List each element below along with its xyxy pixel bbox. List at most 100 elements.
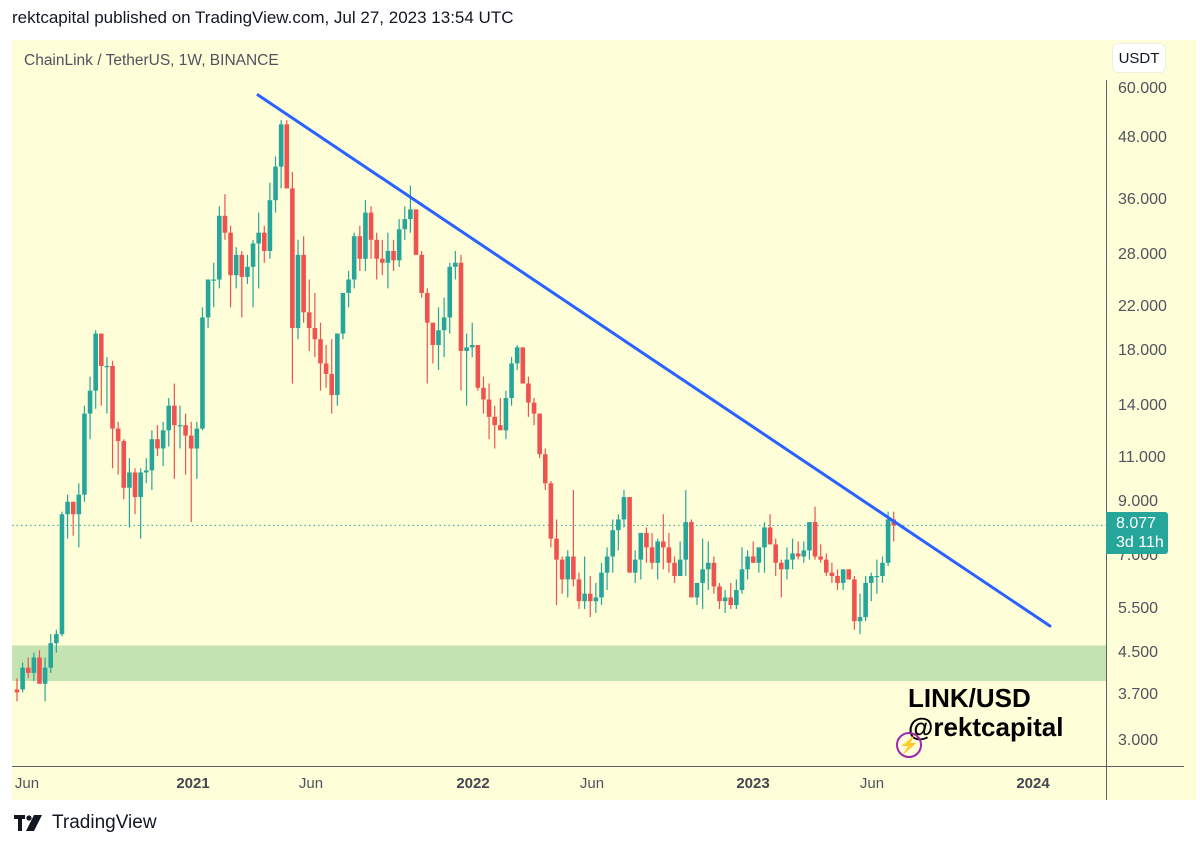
candle-body (458, 262, 464, 351)
candle-body (616, 519, 621, 531)
candle-body (666, 547, 672, 563)
price-tick-label: 60.000 (1118, 80, 1167, 97)
candle-body (408, 209, 413, 220)
candle-body (795, 553, 801, 557)
candle-body (621, 497, 627, 520)
candle-body (627, 497, 632, 573)
candle-body (453, 262, 458, 267)
candle-body (835, 575, 840, 583)
candle-body (340, 292, 346, 334)
candle-body (430, 322, 436, 346)
candle-body (205, 279, 211, 318)
price-tick-label: 5.500 (1118, 599, 1159, 617)
candle-body (228, 232, 233, 276)
candle-body (351, 236, 357, 280)
candle-body (115, 428, 121, 442)
candle-body (593, 597, 599, 602)
candle-body (857, 617, 863, 622)
candle-body (700, 569, 705, 583)
time-tick-label: Jun (579, 775, 605, 792)
last-price-badge: 8.077 3d 11h (1106, 512, 1168, 554)
candle-body (357, 236, 363, 259)
candle-body (773, 544, 778, 563)
candle-body (93, 333, 98, 391)
last-price-value: 8.077 (1116, 515, 1157, 532)
footer-branding: TradingView (14, 812, 157, 834)
price-tick-label: 36.000 (1118, 191, 1167, 209)
candle-body (655, 541, 660, 563)
candle-body (514, 347, 520, 364)
time-axis-divider (12, 766, 1184, 767)
candle-body (374, 239, 379, 259)
candle-body (722, 597, 728, 602)
symbol-title[interactable]: ChainLink / TetherUS, 1W, BINANCE (24, 52, 279, 69)
time-tick-label: 2021 (176, 775, 210, 792)
candle-body (542, 454, 548, 484)
support-zone[interactable] (12, 645, 1106, 682)
candle-body (441, 317, 447, 331)
descending-trendline[interactable] (256, 93, 1052, 628)
candle-body (172, 405, 177, 426)
candle-body (734, 590, 739, 606)
bar-countdown: 3d 11h (1116, 534, 1164, 551)
candle-body (812, 522, 818, 557)
candle-body (295, 254, 301, 329)
candle-body (256, 232, 261, 244)
candle-body (880, 562, 885, 576)
candle-body (689, 522, 694, 598)
candle-body (531, 402, 537, 414)
candle-body (767, 527, 773, 545)
candle-body (177, 425, 183, 427)
candle-body (335, 333, 340, 396)
candle-body (554, 538, 559, 560)
price-tick-label: 9.000 (1118, 492, 1159, 510)
candle-body (155, 439, 160, 449)
candle-body (385, 250, 391, 263)
candle-body (284, 124, 290, 189)
candle-body (823, 559, 829, 573)
candle-body (475, 345, 481, 388)
candle-body (846, 569, 852, 580)
candle-body (127, 472, 132, 488)
candle-body (661, 541, 666, 548)
watermark-author: @rektcapital (908, 712, 1064, 742)
time-tick-label: 2022 (456, 775, 490, 792)
watermark-pair: LINK/USD (908, 683, 1031, 713)
lightning-bolt-icon[interactable]: ⚡ (896, 732, 922, 758)
candle-body (571, 556, 576, 580)
candle-body (469, 345, 475, 348)
candle-body (346, 279, 351, 293)
candle-body (166, 405, 172, 431)
tradingview-brand: TradingView (52, 812, 157, 833)
candle-body (582, 593, 587, 602)
candle-body (239, 254, 245, 277)
candle-body (25, 667, 31, 673)
candle-body (632, 559, 638, 573)
price-tick-label: 3.000 (1118, 731, 1159, 749)
candle-body (273, 166, 278, 201)
candle-body (132, 472, 138, 498)
candle-body (211, 279, 216, 281)
candle-body (604, 556, 610, 573)
candle-body (711, 562, 717, 587)
candle-body (149, 439, 155, 471)
currency-button[interactable]: USDT (1112, 43, 1166, 73)
candle-body (318, 339, 323, 364)
chart-watermark: LINK/USD @rektcapital (908, 684, 1063, 742)
candle-body (852, 579, 857, 622)
candle-body (728, 597, 734, 606)
candle-body (121, 441, 127, 488)
price-tick-label: 18.000 (1118, 341, 1167, 359)
candle-body (99, 333, 104, 366)
candle-body (20, 667, 25, 690)
candle-body (750, 556, 756, 563)
candle-body (559, 559, 565, 580)
time-tick-label: Jun (298, 775, 324, 792)
candle-body (649, 547, 655, 563)
candle-body (329, 373, 335, 396)
candle-body (59, 514, 65, 635)
candle-body (380, 258, 385, 263)
candle-body (537, 413, 542, 455)
tradingview-logo-icon (14, 815, 42, 831)
